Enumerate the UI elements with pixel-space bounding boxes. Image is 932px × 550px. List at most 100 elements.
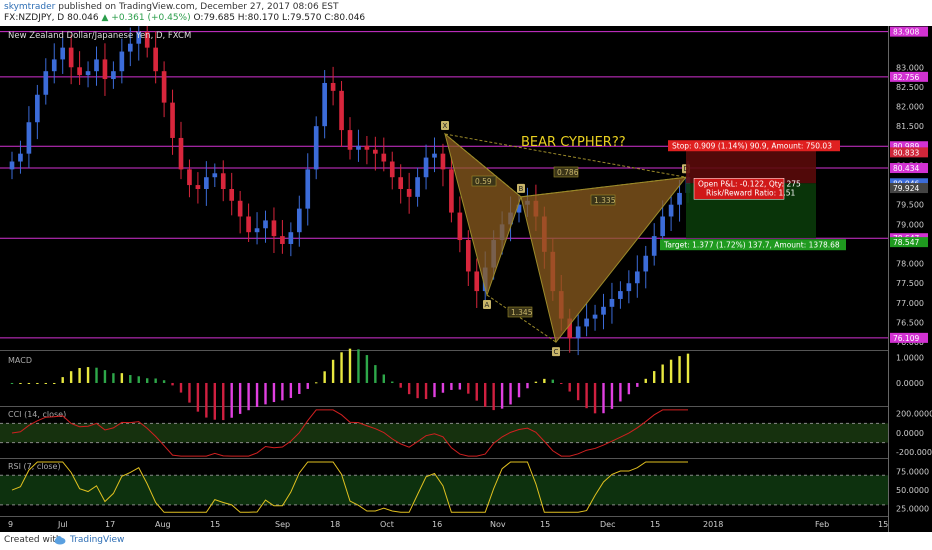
time-tick-label: 15 bbox=[540, 520, 550, 529]
macd-bar bbox=[391, 381, 394, 383]
level-label: 80.989 bbox=[893, 142, 919, 151]
candle-body bbox=[398, 177, 404, 189]
macd-bar bbox=[610, 382, 614, 409]
candle-body bbox=[280, 236, 285, 244]
pattern-point-label: C bbox=[554, 348, 559, 356]
level-label-box bbox=[890, 147, 928, 158]
macd-bar bbox=[289, 382, 293, 398]
price-tick-label: 82.000 bbox=[896, 103, 924, 112]
candle-body bbox=[373, 149, 378, 154]
time-tick-label: Aug bbox=[155, 520, 171, 529]
chart-area[interactable]: 83.00082.50082.00081.50081.00080.50080.0… bbox=[0, 26, 932, 532]
macd-bar bbox=[458, 382, 462, 390]
macd-bar bbox=[78, 368, 81, 383]
macd-bar bbox=[264, 382, 267, 405]
candle-body bbox=[618, 291, 623, 299]
pattern-point-box bbox=[483, 300, 491, 310]
level-label: 82.756 bbox=[893, 73, 919, 82]
macd-bar bbox=[500, 382, 504, 409]
pattern-point-box bbox=[441, 121, 449, 131]
time-tick-label: 15 bbox=[210, 520, 220, 529]
macd-bar bbox=[53, 382, 56, 384]
pattern-leg-bd bbox=[520, 176, 687, 198]
macd-bar bbox=[653, 371, 656, 383]
candle-body bbox=[440, 153, 446, 170]
time-tick-label: 18 bbox=[330, 520, 340, 529]
macd-bar bbox=[467, 382, 470, 394]
candle-body bbox=[51, 59, 57, 72]
macd-bar bbox=[69, 371, 73, 383]
macd-bar bbox=[19, 382, 22, 384]
last-value: 80.046 bbox=[67, 13, 99, 23]
price-tick-label: 77.000 bbox=[896, 299, 924, 308]
candle-body bbox=[237, 200, 243, 217]
pattern-point-label: B bbox=[519, 185, 524, 193]
candle-body bbox=[220, 173, 226, 189]
macd-bar bbox=[306, 382, 309, 389]
candle-body bbox=[153, 47, 158, 72]
chart-canvas[interactable]: 83.00082.50082.00081.50081.00080.50080.0… bbox=[0, 26, 932, 532]
candle-body bbox=[465, 240, 471, 272]
level-label: 83.908 bbox=[893, 28, 919, 37]
macd-title: MACD bbox=[8, 356, 32, 365]
time-tick-label: 2018 bbox=[703, 520, 723, 529]
level-label: 79.924 bbox=[893, 184, 919, 193]
publisher-name[interactable]: skymtrader bbox=[4, 2, 56, 12]
macd-bar bbox=[424, 382, 428, 400]
time-tick-label: 15 bbox=[650, 520, 660, 529]
candle-body bbox=[567, 318, 573, 339]
candle-body bbox=[43, 71, 49, 95]
candle-body bbox=[457, 212, 463, 241]
candle-body bbox=[161, 71, 167, 103]
pattern-ratio-box bbox=[507, 306, 533, 318]
tradingview-cloud-icon bbox=[54, 536, 66, 545]
macd-bar bbox=[315, 382, 318, 384]
macd-bar bbox=[602, 382, 605, 414]
candle-body bbox=[127, 43, 133, 52]
macd-bar bbox=[644, 378, 647, 383]
macd-bar bbox=[365, 355, 369, 383]
price-tick-label: 77.500 bbox=[896, 279, 924, 288]
stop-box bbox=[668, 140, 840, 152]
macd-bar bbox=[86, 367, 90, 383]
macd-bar bbox=[416, 382, 419, 399]
pattern-ratio-box bbox=[590, 194, 616, 206]
pattern-point-box bbox=[552, 347, 560, 357]
published-text: published on TradingView.com, December 2… bbox=[58, 2, 339, 12]
candle-body bbox=[305, 169, 311, 209]
macd-bar bbox=[129, 375, 132, 383]
candle-body bbox=[406, 189, 412, 197]
rsi-title: RSI (7, close) bbox=[8, 462, 61, 471]
macd-bar bbox=[95, 367, 98, 383]
time-tick-label: Sep bbox=[275, 520, 290, 529]
rsi-tick-label: 50.0000 bbox=[896, 486, 929, 495]
macd-bar bbox=[61, 377, 64, 383]
symbol-line: FX:NZDJPY, D 80.046 ▲ +0.361 (+0.45%) O:… bbox=[4, 13, 365, 23]
macd-bar bbox=[120, 373, 124, 383]
candle-body bbox=[85, 71, 91, 76]
candle-body bbox=[271, 220, 277, 237]
price-tick-label: 83.000 bbox=[896, 63, 924, 72]
macd-bar bbox=[551, 379, 554, 383]
macd-tick-label: 0.0000 bbox=[896, 379, 924, 388]
macd-bar bbox=[222, 382, 225, 421]
candle-body bbox=[263, 220, 268, 229]
macd-bar bbox=[450, 382, 453, 390]
stop-label: Stop: 0.909 (1.14%) 90.9, Amount: 750.03 bbox=[672, 142, 832, 151]
tradingview-brand[interactable]: TradingView bbox=[70, 535, 125, 545]
candle-body bbox=[178, 137, 184, 170]
level-label-box bbox=[890, 71, 928, 82]
candle-body bbox=[677, 192, 682, 205]
time-tick-label: Dec bbox=[600, 520, 615, 529]
candle-body bbox=[119, 51, 125, 72]
macd-bar bbox=[323, 371, 326, 383]
candle-body bbox=[626, 283, 632, 292]
candle-body bbox=[634, 271, 640, 284]
time-tick-label: Nov bbox=[490, 520, 506, 529]
pattern-leg-xb bbox=[444, 133, 522, 198]
candle-body bbox=[322, 82, 327, 127]
macd-bar bbox=[484, 382, 487, 407]
pattern-ratio-label: 1.335 bbox=[594, 196, 616, 205]
macd-bar bbox=[661, 364, 664, 383]
macd-bar bbox=[669, 359, 673, 383]
